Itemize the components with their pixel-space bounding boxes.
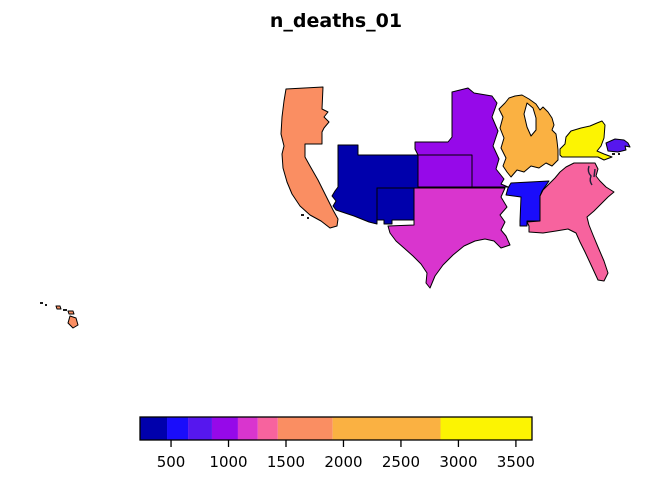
region-pacific-coast [280, 86, 339, 229]
legend-bin [440, 417, 532, 440]
region-new-england [605, 138, 631, 153]
legend-colorbar-frame [139, 416, 533, 441]
hawaii-island-speck [40, 302, 43, 304]
region-new-mexico [376, 187, 415, 225]
legend-bin [257, 417, 278, 440]
region-utah-colorado-arizona [331, 144, 419, 225]
legend-tick-label: 3000 [439, 453, 477, 471]
nantucket-speck [612, 153, 615, 155]
region-south-atlantic [526, 162, 615, 282]
lake-michigan [523, 102, 537, 137]
hawaii-maui [67, 310, 75, 315]
legend-tick-label: 2000 [324, 453, 362, 471]
legend-bin [167, 417, 189, 440]
delaware-bay-line [593, 168, 596, 178]
legend-tick-label: 500 [157, 453, 186, 471]
legend-bin [140, 417, 168, 440]
legend-bin [188, 417, 212, 440]
legend-bin [277, 417, 333, 440]
plot-title: n_deaths_01 [269, 10, 403, 32]
legend-bin [332, 417, 441, 440]
legend-axis: 500 1000 1500 2000 2500 3000 3500 [157, 440, 535, 471]
channel-island-speck [307, 217, 309, 219]
hawaii-island-speck [45, 304, 47, 306]
hawaii-big-island [67, 315, 79, 329]
region-great-lakes [498, 94, 559, 178]
legend-tick-label: 1500 [267, 453, 305, 471]
hawaii-island-speck [63, 309, 67, 311]
chesapeake-bay-line [587, 165, 593, 186]
region-plains [414, 87, 509, 188]
hawaii-oahu [55, 305, 62, 310]
legend-bin [237, 417, 258, 440]
legend-bin [211, 417, 238, 440]
legend-colorbar [140, 417, 532, 440]
legend-tick-label: 3500 [497, 453, 535, 471]
legend-tick-label: 1000 [209, 453, 247, 471]
region-new-york [559, 120, 613, 161]
region-south-central [387, 187, 511, 289]
marthas-vineyard-speck [618, 153, 620, 155]
legend-tick-label: 2500 [382, 453, 420, 471]
region-kansas [417, 154, 473, 188]
channel-island-speck [301, 214, 304, 216]
